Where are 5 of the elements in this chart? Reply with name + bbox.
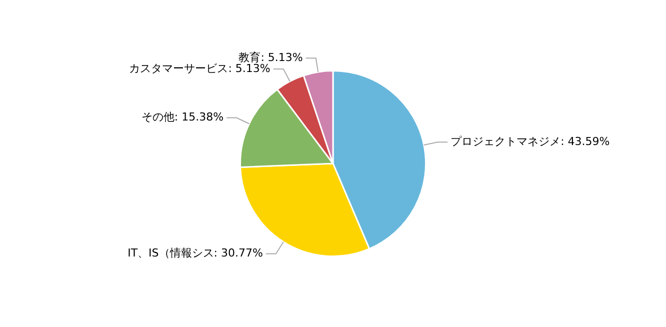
slice-label: カスタマーサービス: 5.13% [129,62,270,75]
slice-label: プロジェクトマネジメ: 43.59% [450,135,610,148]
slice-label: その他: 15.38% [141,110,224,124]
slice-label: 教育: 5.13% [238,50,303,64]
slice-label: IT、IS（情報シス: 30.77% [128,246,263,260]
